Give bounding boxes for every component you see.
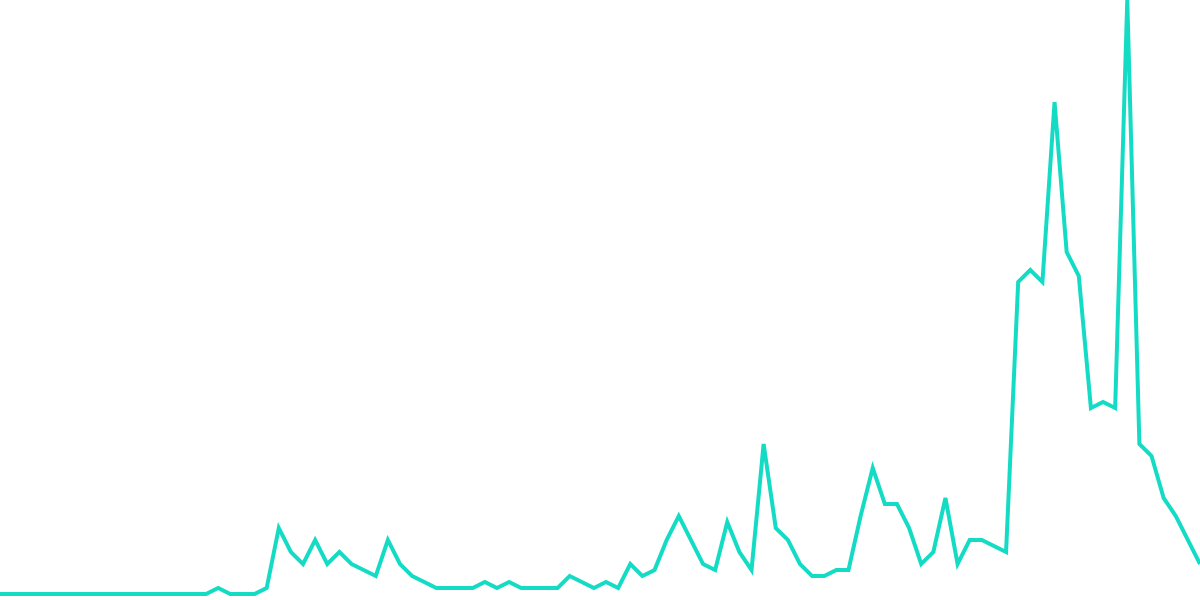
line-chart-container bbox=[0, 0, 1200, 600]
line-chart bbox=[0, 0, 1200, 600]
line-series bbox=[0, 0, 1200, 594]
